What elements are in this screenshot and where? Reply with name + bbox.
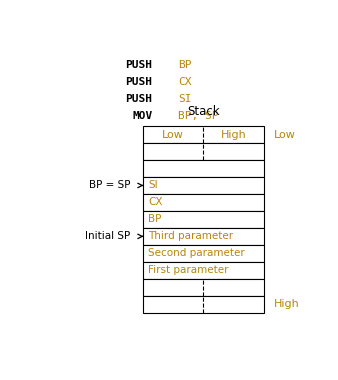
Text: CX: CX [148, 198, 163, 207]
Text: High: High [221, 130, 246, 139]
Text: CX: CX [178, 77, 192, 87]
Bar [143, 194, 264, 211]
Text: Third parameter: Third parameter [148, 231, 234, 241]
Bar [143, 296, 264, 313]
Bar [143, 160, 264, 177]
Text: Stack: Stack [187, 105, 220, 118]
Text: High: High [274, 299, 300, 309]
Text: SI: SI [178, 93, 192, 104]
Bar [143, 245, 264, 262]
Text: BP: BP [178, 60, 192, 70]
Text: PUSH: PUSH [125, 93, 152, 104]
Bar [143, 228, 264, 245]
Text: PUSH: PUSH [125, 60, 152, 70]
Bar [143, 143, 264, 160]
Bar [143, 177, 264, 194]
Text: PUSH: PUSH [125, 77, 152, 87]
Text: BP, SP: BP, SP [178, 111, 219, 120]
Text: First parameter: First parameter [148, 265, 229, 276]
Text: MOV: MOV [132, 111, 152, 120]
Text: Initial SP: Initial SP [85, 231, 130, 241]
Text: SI: SI [148, 180, 158, 190]
Bar [143, 279, 264, 296]
Text: Low: Low [162, 130, 184, 139]
Text: Second parameter: Second parameter [148, 249, 245, 258]
Text: BP: BP [148, 214, 162, 225]
Text: BP = SP: BP = SP [89, 180, 130, 190]
Bar [143, 262, 264, 279]
Text: Low: Low [274, 130, 296, 139]
Bar [143, 126, 264, 143]
Bar [143, 211, 264, 228]
